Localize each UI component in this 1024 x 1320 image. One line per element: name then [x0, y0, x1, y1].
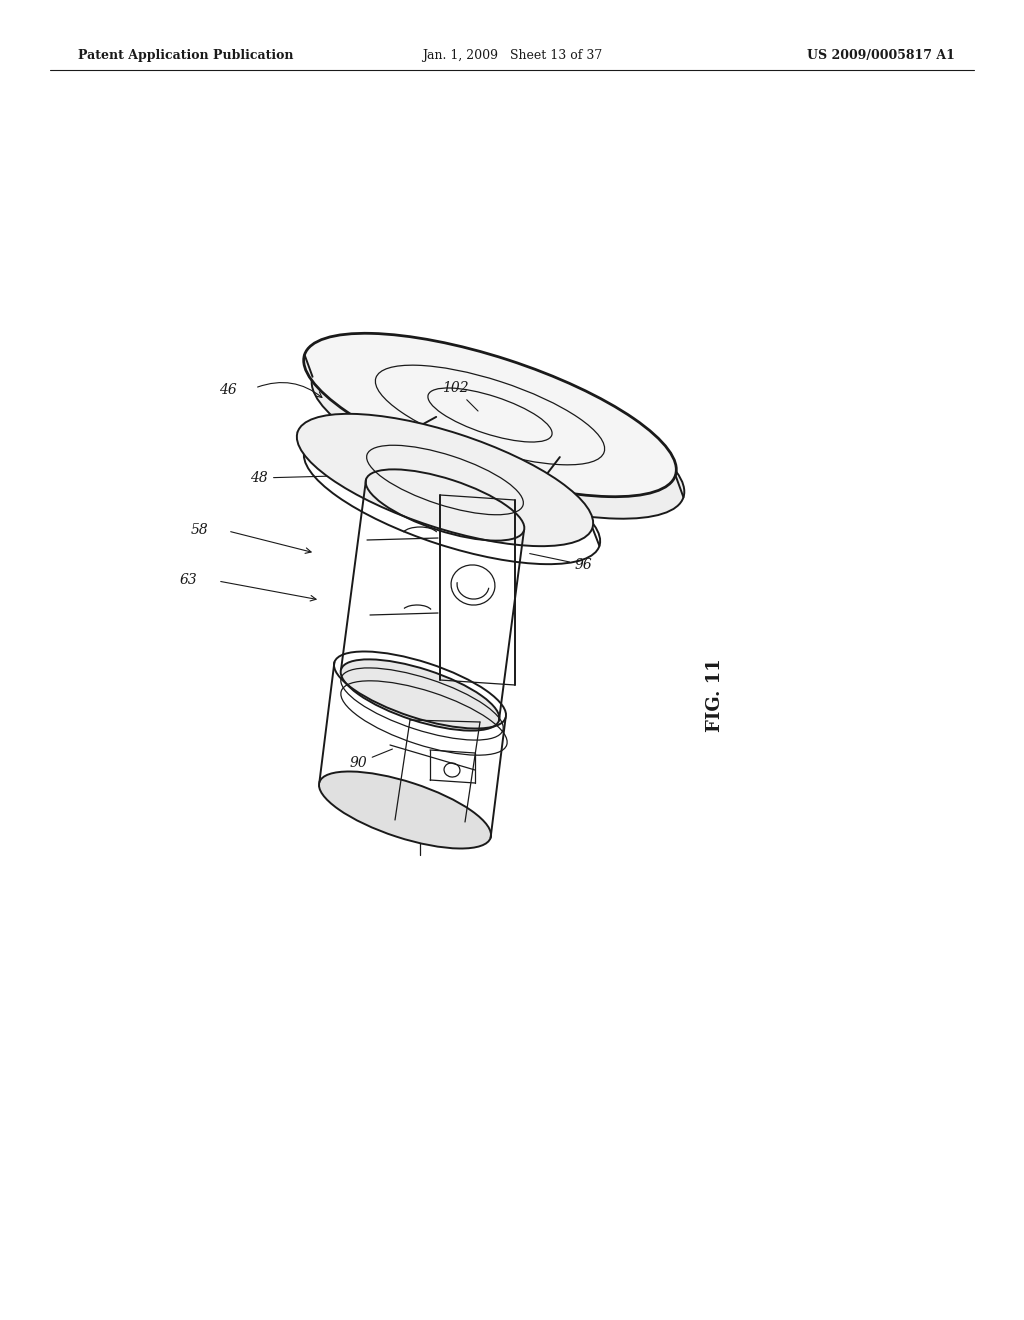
Text: Jan. 1, 2009   Sheet 13 of 37: Jan. 1, 2009 Sheet 13 of 37 — [422, 49, 602, 62]
Ellipse shape — [297, 414, 593, 546]
Text: 96: 96 — [529, 553, 593, 572]
Ellipse shape — [341, 660, 500, 731]
Text: 63: 63 — [179, 573, 197, 587]
Text: 46: 46 — [219, 383, 237, 397]
Text: 58: 58 — [191, 523, 209, 537]
Text: 90: 90 — [349, 748, 392, 770]
Ellipse shape — [311, 355, 684, 519]
Text: 102: 102 — [441, 381, 478, 411]
Text: 48: 48 — [250, 471, 332, 484]
Ellipse shape — [304, 334, 676, 496]
Text: FIG. 11: FIG. 11 — [706, 659, 724, 731]
Text: Patent Application Publication: Patent Application Publication — [78, 49, 294, 62]
Text: US 2009/0005817 A1: US 2009/0005817 A1 — [807, 49, 955, 62]
Text: 88: 88 — [423, 698, 478, 722]
Ellipse shape — [318, 771, 492, 849]
